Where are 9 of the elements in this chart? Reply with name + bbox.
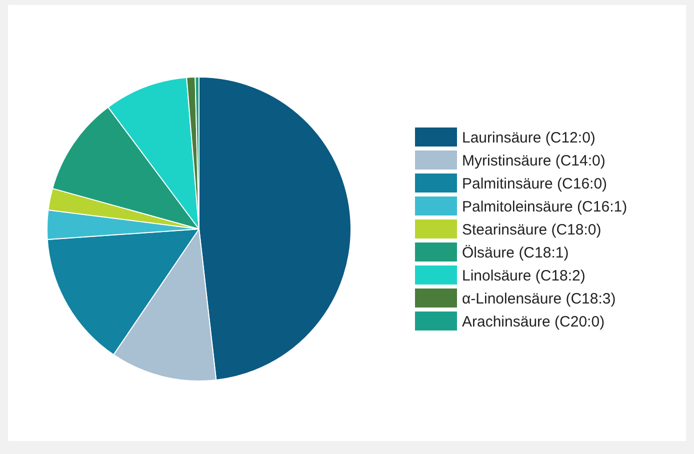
legend-label: Linolsäure (C18:2): [462, 268, 586, 284]
legend-label: α-Linolensäure (C18:3): [462, 290, 616, 308]
legend-label: Stearinsäure (C18:0): [462, 222, 602, 238]
legend-label: Myristinsäure (C14:0): [462, 152, 606, 170]
legend-label: Arachinsäure (C20:0): [462, 314, 605, 330]
legend-label: Laurinsäure (C12:0): [462, 130, 596, 146]
legend-label: Palmitoleinsäure (C16:1): [462, 198, 628, 216]
legend-label: Ölsäure (C18:1): [462, 244, 569, 262]
legend-label: Palmitinsäure (C16:0): [462, 176, 608, 192]
